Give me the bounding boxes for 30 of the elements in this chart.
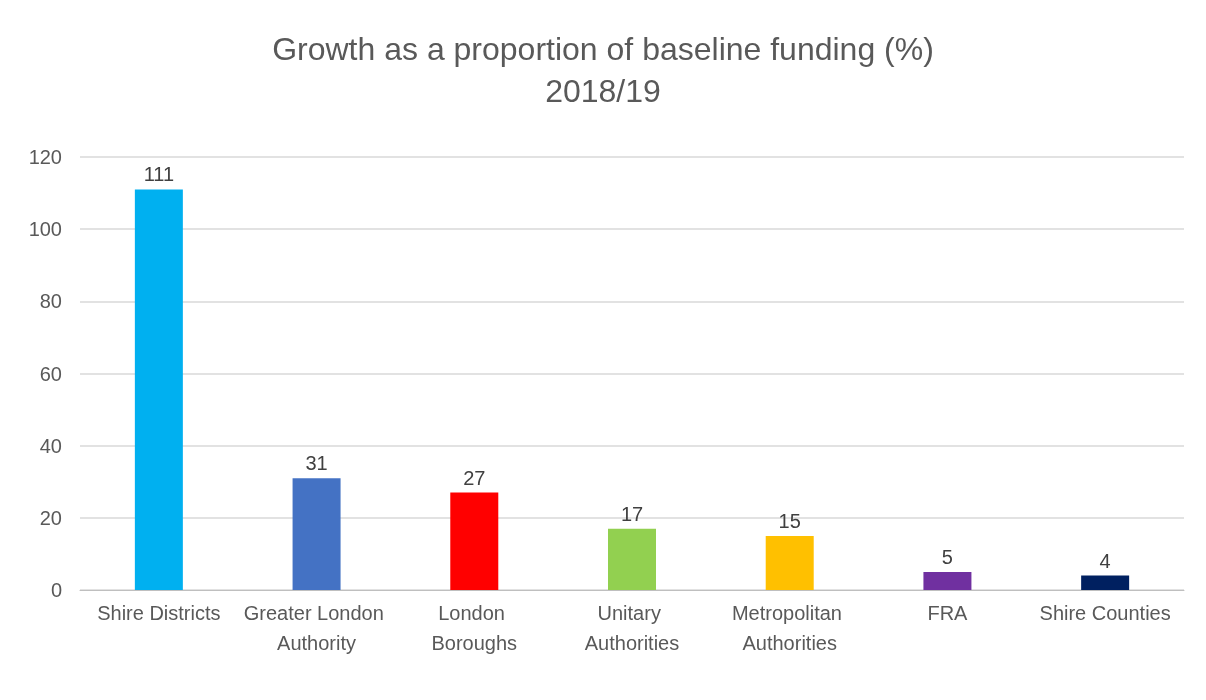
bar [765, 535, 814, 590]
data-label: 4 [1099, 549, 1111, 572]
y-tick-label: 60 [39, 362, 62, 385]
bar [450, 492, 499, 590]
x-tick-label: Unitary Authorities [584, 602, 680, 654]
data-label: 27 [463, 466, 486, 489]
bar [1081, 575, 1130, 590]
x-tick-label: Shire Districts [97, 602, 221, 624]
bar [923, 571, 972, 590]
bar [292, 478, 341, 590]
chart-subtitle: 2018/19 [545, 73, 661, 109]
bar [134, 189, 183, 590]
y-tick-label: 0 [50, 579, 62, 601]
data-label: 5 [941, 545, 953, 568]
x-tick-label: Metropolitan Authorities [731, 602, 848, 654]
y-tick-label: 40 [39, 434, 62, 457]
x-tick-label: London Boroughs [431, 602, 518, 654]
y-tick-label: 120 [28, 146, 62, 168]
x-tick-label: Greater London Authority [243, 602, 390, 654]
data-label: 15 [778, 509, 801, 532]
data-label: 31 [305, 452, 328, 475]
y-tick-label: 80 [39, 290, 62, 313]
chart-title: Growth as a proportion of baseline funding (%) [272, 31, 934, 67]
x-tick-label: FRA [927, 602, 969, 624]
bar [608, 528, 656, 590]
x-tick-label: Shire Counties [1039, 602, 1171, 624]
data-label: 111 [143, 163, 175, 186]
y-tick-label: 20 [39, 506, 62, 529]
y-tick-label: 100 [28, 218, 62, 241]
data-label: 17 [620, 502, 644, 525]
